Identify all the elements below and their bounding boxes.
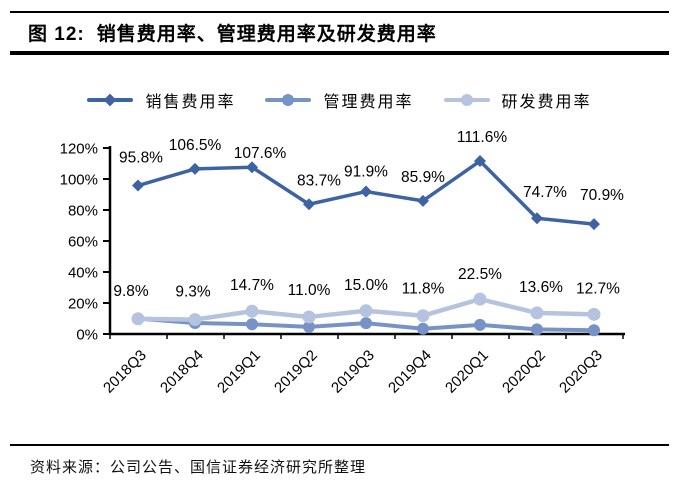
data-label: 9.3% bbox=[175, 284, 211, 301]
data-label: 9.8% bbox=[113, 283, 149, 300]
data-point bbox=[360, 317, 372, 330]
data-point bbox=[188, 313, 202, 327]
data-label: 83.7% bbox=[297, 172, 341, 189]
figure-number: 图 12: bbox=[28, 24, 85, 45]
legend-label: 管理费用率 bbox=[323, 94, 414, 111]
data-point bbox=[131, 312, 145, 326]
legend-item-1: 管理费用率 bbox=[265, 88, 413, 112]
chart-legend: 销售费用率 管理费用率 研发费用率 bbox=[0, 88, 679, 112]
legend-item-2: 研发费用率 bbox=[443, 88, 592, 112]
x-axis-label: 2020Q3 bbox=[556, 347, 606, 397]
data-label: 70.9% bbox=[580, 187, 624, 204]
data-label: 74.7% bbox=[523, 184, 567, 201]
circle-marker-icon bbox=[460, 94, 473, 106]
expense-ratio-line-chart: 0% 20% 40% 60% 80% 100% 120% 2018Q3 2018Q4 2019Q1… bbox=[60, 129, 625, 397]
title-underline-rule bbox=[10, 51, 669, 55]
figure-title-text: 销售费用率、管理费用率及研发费用率 bbox=[96, 24, 437, 45]
data-point bbox=[189, 162, 201, 175]
figure-title: 图 12: 销售费用率、管理费用率及研发费用率 bbox=[28, 19, 659, 46]
data-label: 13.6% bbox=[519, 279, 563, 296]
data-label: 107.6% bbox=[234, 145, 287, 162]
data-point bbox=[359, 304, 373, 318]
top-rule bbox=[10, 11, 669, 13]
data-point bbox=[246, 161, 258, 174]
data-label: 22.5% bbox=[458, 266, 502, 283]
data-point bbox=[417, 322, 429, 335]
data-point bbox=[303, 198, 315, 211]
data-label: 111.6% bbox=[457, 129, 507, 146]
x-axis-label: 2020Q1 bbox=[442, 347, 492, 397]
y-axis-label: 80% bbox=[68, 203, 98, 220]
data-point bbox=[588, 218, 600, 231]
data-label: 91.9% bbox=[344, 164, 388, 181]
y-axis-label: 20% bbox=[68, 296, 98, 313]
source-note: 资料来源：公司公告、国信证券经济研究所整理 bbox=[30, 460, 367, 476]
data-point bbox=[474, 155, 486, 168]
x-axis-label: 2019Q1 bbox=[214, 347, 264, 397]
data-point bbox=[245, 304, 259, 318]
data-point bbox=[531, 323, 543, 336]
data-point bbox=[587, 307, 601, 321]
data-point bbox=[360, 185, 372, 198]
x-axis-label: 2019Q3 bbox=[328, 347, 378, 397]
data-label: 106.5% bbox=[169, 137, 222, 154]
legend-item-0: 销售费用率 bbox=[87, 88, 235, 112]
y-axis-label: 60% bbox=[68, 234, 98, 251]
data-label: 95.8% bbox=[119, 150, 163, 167]
y-axis-label: 0% bbox=[76, 327, 98, 344]
x-axis-label: 2019Q4 bbox=[385, 347, 435, 397]
x-axis-label: 2018Q3 bbox=[100, 347, 150, 397]
y-axis-label: 100% bbox=[60, 172, 98, 189]
data-point bbox=[531, 212, 543, 225]
x-axis-label: 2019Q2 bbox=[271, 347, 321, 397]
data-point bbox=[473, 292, 487, 306]
data-point bbox=[246, 318, 258, 331]
legend-label: 销售费用率 bbox=[145, 94, 236, 111]
x-axis-label: 2020Q2 bbox=[499, 347, 549, 397]
y-axis-label: 40% bbox=[68, 265, 98, 282]
bottom-rule bbox=[10, 444, 669, 446]
y-axis-label: 120% bbox=[60, 141, 98, 158]
legend-label: 研发费用率 bbox=[501, 94, 592, 111]
legend-line-swatch bbox=[87, 93, 134, 107]
data-label: 85.9% bbox=[401, 169, 445, 186]
data-point bbox=[474, 318, 486, 331]
data-point bbox=[302, 310, 316, 324]
data-label: 11.0% bbox=[288, 282, 331, 299]
circle-marker-icon bbox=[282, 94, 295, 106]
data-point bbox=[416, 309, 430, 323]
data-point bbox=[530, 306, 544, 320]
data-point bbox=[417, 194, 429, 207]
legend-line-swatch bbox=[265, 94, 312, 106]
data-label: 12.7% bbox=[576, 280, 620, 297]
data-point bbox=[588, 324, 600, 337]
data-label: 14.7% bbox=[230, 277, 274, 294]
legend-line-swatch bbox=[443, 94, 490, 106]
x-axis-label: 2018Q4 bbox=[157, 347, 207, 397]
data-point bbox=[303, 320, 315, 333]
data-label: 11.8% bbox=[402, 281, 445, 298]
data-label: 15.0% bbox=[344, 277, 388, 294]
data-point bbox=[132, 179, 144, 192]
